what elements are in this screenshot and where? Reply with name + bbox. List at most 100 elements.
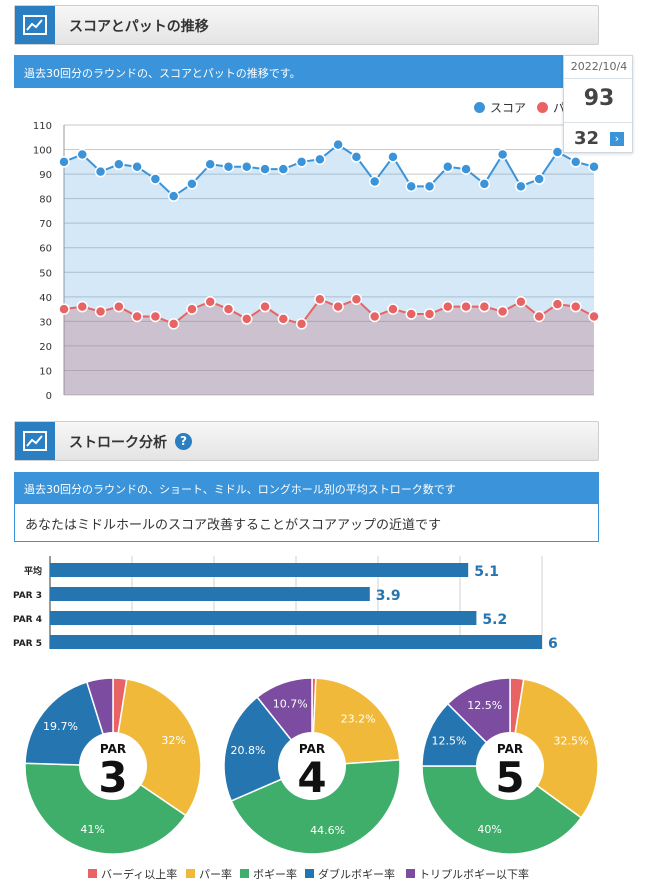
chart-line-icon	[15, 6, 55, 44]
data-point	[314, 293, 326, 306]
data-point	[131, 160, 143, 173]
data-point	[277, 163, 290, 175]
data-point	[76, 148, 89, 161]
stroke-bar-chart: 平均 5.1 PAR 3 3.9 PAR 4 5.2 PAR 5 6	[13, 556, 558, 652]
y-tick-label: 20	[39, 342, 52, 353]
data-point	[515, 180, 527, 193]
chevron-right-icon[interactable]: ›	[610, 132, 624, 146]
data-point	[314, 153, 326, 166]
section-title: スコアとパットの推移	[69, 19, 209, 35]
data-point	[533, 173, 545, 185]
data-point	[460, 300, 472, 313]
section-title: ストローク分析	[69, 435, 167, 451]
data-point	[277, 313, 290, 325]
pie-center-value: 3	[98, 753, 127, 802]
y-tick-label: 50	[39, 268, 52, 279]
y-tick-label: 110	[33, 121, 52, 132]
bar-value-label: 3.9	[376, 588, 401, 604]
data-point	[259, 163, 271, 175]
pie-center-hole	[278, 732, 346, 800]
bar	[50, 563, 469, 577]
pie-value-label: 44.6%	[310, 824, 345, 837]
data-point	[588, 310, 600, 323]
data-point	[94, 165, 107, 178]
legend-putt[interactable]: パ	[537, 99, 565, 116]
tooltip-date: 2022/10/4	[570, 60, 628, 73]
pie-value-label: 40%	[477, 823, 501, 836]
data-point	[423, 180, 436, 193]
pie-center-label: PAR	[497, 742, 523, 756]
data-point	[113, 158, 125, 171]
pie-value-label: 19.7%	[43, 720, 78, 733]
legend-dot-icon	[474, 102, 485, 113]
bar-category-label: PAR 5	[13, 639, 42, 649]
pie-legend-par: パー率	[186, 866, 232, 882]
data-point	[551, 146, 564, 158]
data-point	[588, 160, 600, 173]
pie-slice	[421, 765, 583, 855]
pie-slice	[509, 678, 599, 819]
data-point	[478, 178, 491, 190]
data-point	[259, 300, 271, 313]
data-point	[387, 151, 399, 163]
bar	[50, 587, 370, 601]
bar-value-label: 6	[548, 636, 558, 652]
y-tick-label: 70	[39, 219, 52, 230]
data-point	[442, 300, 454, 313]
pie-slice	[24, 762, 187, 855]
data-point	[569, 300, 582, 313]
help-icon[interactable]: ?	[175, 433, 192, 450]
data-point	[405, 308, 417, 320]
data-point	[204, 295, 216, 308]
data-point	[204, 158, 216, 171]
data-point	[533, 310, 545, 323]
data-point	[423, 308, 436, 320]
pie-value-label: 41%	[80, 823, 104, 836]
chart-tooltip: 2022/10/4 93 32 ›	[563, 55, 634, 153]
pie-value-label: 12.5%	[467, 699, 502, 712]
data-point	[515, 295, 527, 308]
pie-center-value: 4	[297, 753, 326, 802]
pie-center-hole	[476, 732, 544, 800]
bar	[50, 611, 477, 625]
trend-description: 過去30回分のラウンドの、スコアとパットの推移です。	[14, 55, 599, 88]
y-tick-label: 90	[39, 170, 52, 181]
data-point	[58, 156, 70, 168]
data-point	[496, 305, 509, 318]
legend-score[interactable]: スコア	[474, 99, 526, 116]
data-point	[241, 313, 253, 325]
data-point	[332, 300, 344, 313]
series-area	[64, 144, 594, 395]
bar-category-label: 平均	[24, 565, 42, 577]
stroke-advice-message: あなたはミドルホールのスコア改善することがスコアアップの近道です	[14, 504, 599, 542]
data-point	[496, 148, 509, 161]
data-point	[569, 156, 582, 168]
data-point	[295, 156, 308, 168]
data-point	[167, 318, 180, 330]
bar-value-label: 5.1	[474, 564, 499, 580]
pie-legend-bogey: ボギー率	[240, 866, 297, 882]
bar-category-label: PAR 4	[13, 615, 42, 625]
data-point	[405, 180, 417, 193]
pie-value-label: 10.7%	[273, 698, 308, 711]
chart-line-icon	[15, 422, 55, 460]
data-point	[131, 310, 143, 323]
data-point	[186, 303, 198, 315]
pie-value-label: 12.5%	[432, 735, 467, 748]
data-point	[222, 160, 235, 173]
data-point	[58, 303, 70, 315]
pie-center-hole	[79, 732, 147, 800]
data-point	[241, 160, 253, 173]
data-point	[350, 293, 363, 306]
data-point	[167, 190, 180, 202]
pie-value-label: 32%	[161, 734, 185, 747]
data-point	[478, 300, 491, 313]
y-tick-label: 40	[39, 293, 52, 304]
bar	[50, 635, 542, 649]
pie-center-label: PAR	[100, 742, 126, 756]
data-point	[186, 178, 198, 190]
pie-slice	[112, 678, 202, 817]
